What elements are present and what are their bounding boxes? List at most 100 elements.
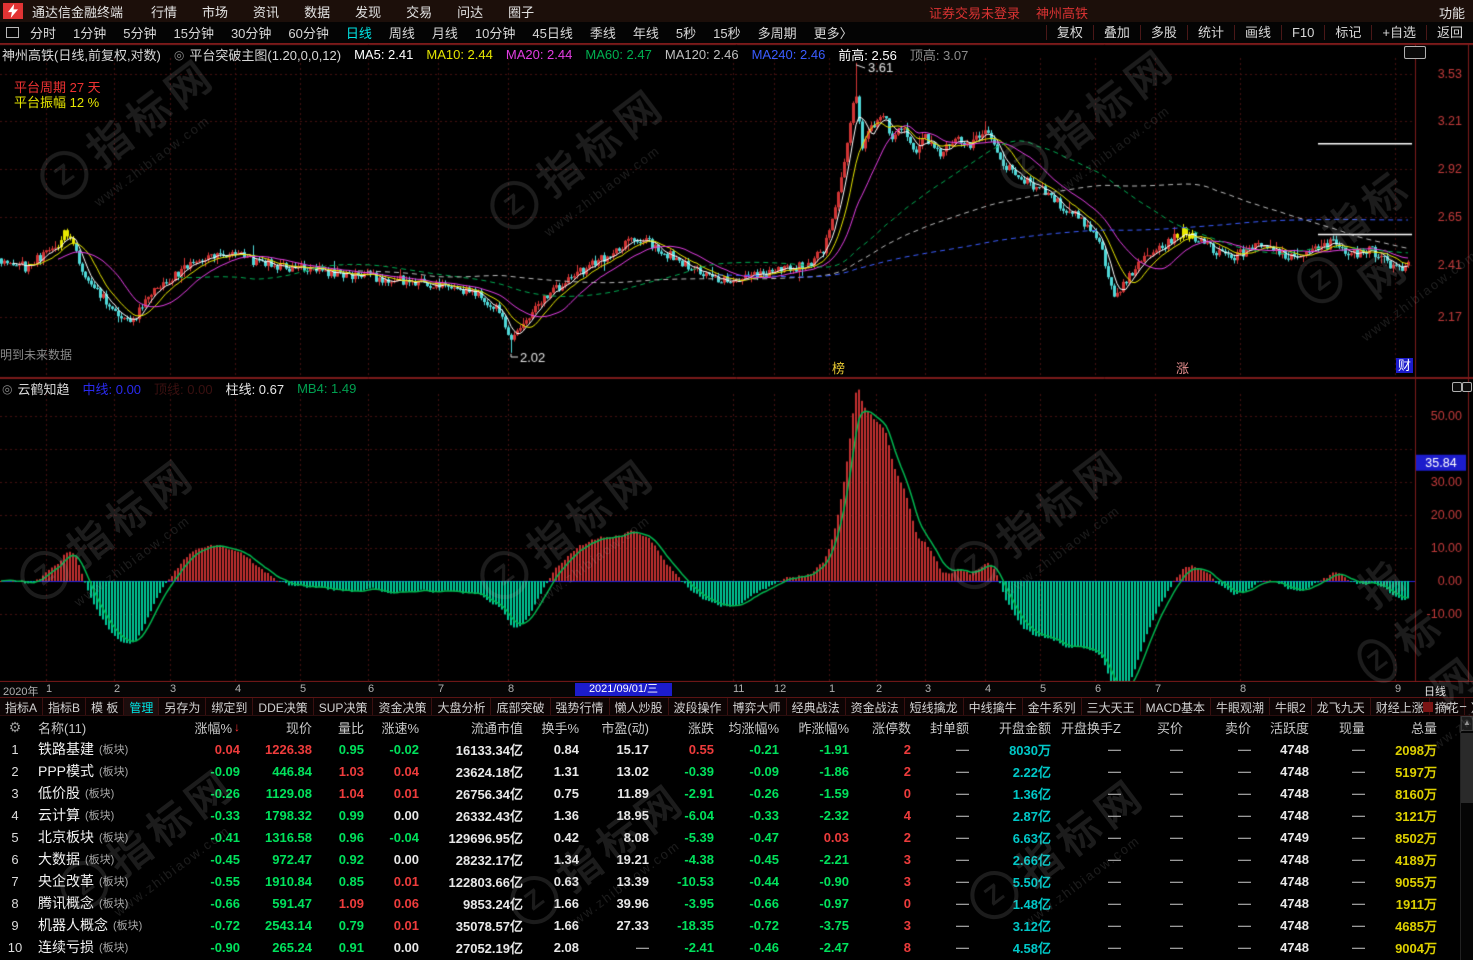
tab-bar-red-icon[interactable] [1423, 701, 1433, 712]
column-header-11[interactable]: 涨停数 [871, 720, 911, 736]
tab-6[interactable]: DDE决策 [253, 698, 314, 715]
tab-16[interactable]: 资金战法 [846, 698, 905, 715]
sector-name[interactable]: PPP模式 [38, 763, 95, 779]
tab-4[interactable]: 另存为 [159, 698, 207, 715]
period-item-4[interactable]: 30分钟 [230, 26, 272, 41]
tab-20[interactable]: 三大天王 [1082, 698, 1141, 715]
column-header-12[interactable]: 封单额 [929, 720, 969, 736]
panel-maximize-icon[interactable] [1404, 46, 1426, 59]
period-item-13[interactable]: 5秒 [675, 26, 697, 41]
period-item-11[interactable]: 季线 [589, 26, 616, 41]
scrollbar-thumb[interactable] [1461, 733, 1473, 803]
tab-1[interactable]: 指标B [43, 698, 87, 715]
sub-indicator-chart[interactable] [0, 378, 1473, 682]
toolbar-button-1[interactable]: 叠加 [1092, 25, 1140, 40]
timeline-axis[interactable]: 2020年 1 2 3 4 5 6 7 8 11 12 1 2 3 4 5 6 7 8 9 2021/09/01/三 … [0, 682, 1473, 698]
period-item-15[interactable]: 多周期 [757, 26, 797, 41]
tab-9[interactable]: 大盘分析 [432, 698, 492, 715]
zoom-out-button[interactable]: − [1459, 699, 1467, 714]
table-row[interactable]: 2 PPP模式 (板块) -0.09 446.84 1.03 0.04 23624.18亿 1.… [0, 760, 1442, 782]
tab-26[interactable]: 摘花 [1430, 698, 1465, 715]
column-header-8[interactable]: 涨跌 [687, 720, 714, 736]
sector-name[interactable]: 云计算 [38, 807, 80, 823]
period-item-1[interactable]: 1分钟 [73, 26, 107, 41]
subpanel-button-icon[interactable] [1452, 382, 1462, 392]
tab-12[interactable]: 懒人炒股 [610, 698, 669, 715]
column-header-5[interactable]: 流通市值 [470, 720, 523, 736]
column-header-14[interactable]: 开盘换手Z [1061, 720, 1121, 736]
table-row[interactable]: 4 云计算 (板块) -0.33 1798.32 0.99 0.00 26332.43亿 1.3… [0, 804, 1442, 826]
menu-item-function[interactable]: 功能 [1438, 6, 1465, 21]
column-header-13[interactable]: 开盘金额 [998, 720, 1051, 736]
tab-19[interactable]: 金牛系列 [1023, 698, 1082, 715]
sector-name[interactable]: 北京板块 [38, 829, 94, 845]
period-item-5[interactable]: 60分钟 [288, 26, 329, 41]
tab-5[interactable]: 绑定到 [206, 698, 254, 715]
tab-7[interactable]: SUP决策 [314, 698, 374, 715]
table-row[interactable]: 9 机器人概念 (板块) -0.72 2543.14 0.79 0.01 35078.57亿 1… [0, 914, 1442, 936]
tab-23[interactable]: 牛眼2 [1270, 698, 1312, 715]
login-status[interactable]: 证券交易未登录 [929, 6, 1021, 21]
period-item-7[interactable]: 周线 [388, 26, 415, 41]
menu-item-0[interactable]: 通达信金融终端 [32, 4, 124, 20]
period-item-3[interactable]: 15分钟 [173, 26, 214, 41]
period-item-12[interactable]: 年线 [632, 26, 659, 41]
toolbar-button-2[interactable]: 多股 [1139, 25, 1187, 40]
period-item-2[interactable]: 5分钟 [123, 26, 157, 41]
table-scrollbar[interactable]: ▲ [1460, 716, 1473, 960]
column-header-7[interactable]: 市盈(动) [601, 720, 649, 736]
column-header-3[interactable]: 量比 [337, 720, 364, 736]
toolbar-button-6[interactable]: 标记 [1324, 25, 1371, 40]
toolbar-button-3[interactable]: 统计 [1186, 25, 1234, 40]
tab-2[interactable]: 模 板 [86, 698, 125, 715]
sector-name[interactable]: 连续亏损 [38, 939, 94, 955]
main-candlestick-chart[interactable] [0, 44, 1473, 378]
table-row[interactable]: 6 大数据 (板块) -0.45 972.47 0.92 0.00 28232.17亿 1.34… [0, 848, 1442, 870]
tab-24[interactable]: 龙飞九天 [1312, 698, 1371, 715]
tab-15[interactable]: 经典战法 [787, 698, 846, 715]
toolbar-button-4[interactable]: 画线 [1233, 25, 1281, 40]
subpanel-button2-icon[interactable] [1462, 382, 1472, 392]
column-header-6[interactable]: 换手% [541, 720, 579, 736]
period-item-16[interactable]: 更多〉 [813, 26, 853, 41]
table-row[interactable]: 3 低价股 (板块) -0.26 1129.08 1.04 0.01 26756.34亿 0.7… [0, 782, 1442, 804]
period-item-9[interactable]: 10分钟 [474, 26, 516, 41]
table-row[interactable]: 10 连续亏损 (板块) -0.90 265.24 0.91 0.00 27052.19亿 2.… [0, 936, 1442, 958]
window-icon[interactable] [6, 27, 19, 38]
menu-item-1[interactable]: 行情 [151, 4, 178, 20]
toolbar-button-8[interactable]: 返回 [1425, 25, 1473, 40]
column-header-17[interactable]: 活跃度 [1269, 720, 1309, 736]
toolbar-button-7[interactable]: +自选 [1371, 25, 1426, 40]
column-header-15[interactable]: 买价 [1156, 720, 1183, 736]
period-item-10[interactable]: 45日线 [532, 26, 573, 41]
table-row[interactable]: 1 铁路基建 (板块) 0.04 1226.38 0.95 -0.02 16133.34亿 0.… [0, 738, 1442, 760]
tab-3[interactable]: 管理 [124, 698, 160, 715]
column-header-2[interactable]: 现价 [285, 720, 312, 736]
period-item-8[interactable]: 月线 [431, 26, 458, 41]
column-header-10[interactable]: 昨涨幅% [798, 720, 849, 736]
column-header-9[interactable]: 均涨幅% [728, 720, 779, 736]
settings-gear-icon[interactable]: ⚙ [8, 718, 22, 735]
table-row[interactable]: 7 央企改革 (板块) -0.55 1910.84 0.85 0.01 122803.66亿 0… [0, 870, 1442, 892]
table-row[interactable]: 8 腾讯概念 (板块) -0.66 591.47 1.09 0.06 9853.24亿 1.66… [0, 892, 1442, 914]
toolbar-button-0[interactable]: 复权 [1045, 25, 1093, 40]
tab-18[interactable]: 中线擒牛 [964, 698, 1023, 715]
column-header-4[interactable]: 涨速% [381, 720, 419, 736]
tab-22[interactable]: 牛眼观潮 [1211, 698, 1271, 715]
current-stock-label[interactable]: 神州高铁 [1036, 6, 1089, 21]
sector-name[interactable]: 铁路基建 [38, 741, 94, 757]
sector-name[interactable]: 低价股 [38, 785, 80, 801]
tab-14[interactable]: 博弈大师 [728, 698, 787, 715]
sector-name[interactable]: 机器人概念 [38, 917, 108, 933]
toolbar-button-5[interactable]: F10 [1280, 25, 1324, 40]
menu-item-8[interactable]: 圈子 [508, 4, 535, 20]
tab-11[interactable]: 强势行情 [551, 698, 610, 715]
tabs-more-chevron-icon[interactable]: 〉 [1465, 698, 1473, 715]
tab-10[interactable]: 底部突破 [491, 698, 551, 715]
column-header-1[interactable]: 涨幅% [194, 720, 232, 736]
column-header-0[interactable]: 名称(11) [38, 720, 87, 736]
zoom-in-button[interactable]: + [1443, 699, 1451, 714]
menu-item-7[interactable]: 问达 [457, 4, 484, 20]
tab-13[interactable]: 波段操作 [669, 698, 728, 715]
period-item-14[interactable]: 15秒 [713, 26, 741, 41]
